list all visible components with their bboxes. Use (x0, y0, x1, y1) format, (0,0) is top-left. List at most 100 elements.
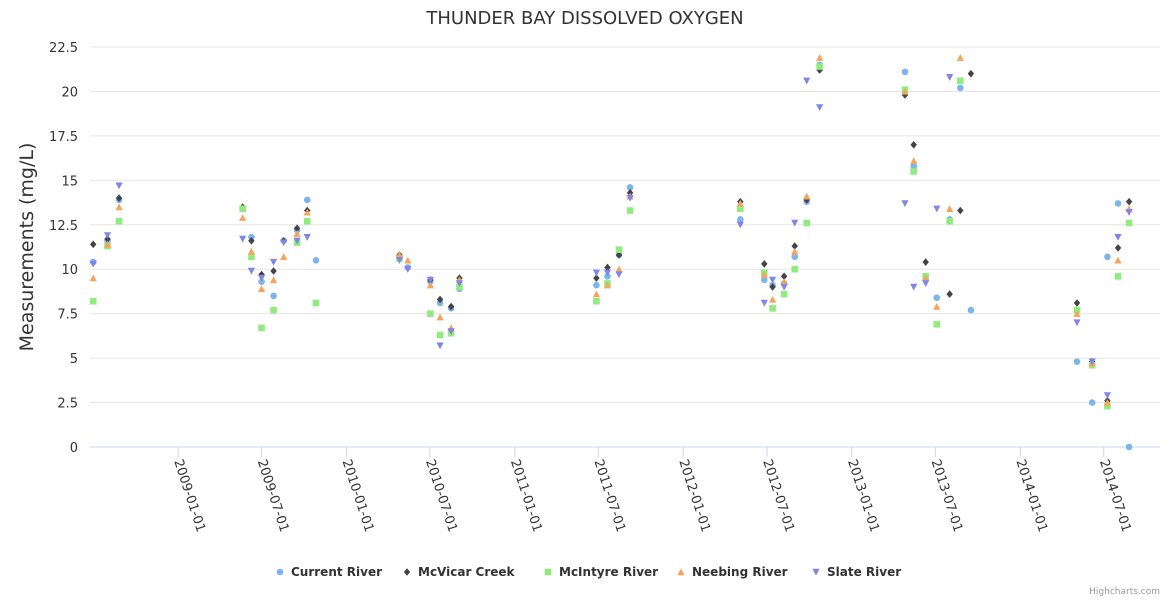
data-point[interactable] (103, 240, 112, 248)
data-point[interactable] (1114, 256, 1122, 264)
data-point[interactable] (293, 230, 301, 237)
data-point[interactable] (791, 219, 799, 227)
data-point[interactable] (1103, 398, 1112, 406)
data-point[interactable] (1073, 358, 1081, 365)
data-point[interactable] (769, 305, 776, 312)
data-point[interactable] (803, 192, 811, 200)
data-point[interactable] (1073, 319, 1081, 327)
data-point[interactable] (760, 270, 768, 278)
data-point[interactable] (436, 342, 444, 350)
data-point[interactable] (933, 321, 941, 328)
data-point[interactable] (1103, 392, 1112, 400)
data-point[interactable] (901, 87, 909, 95)
data-point[interactable] (768, 276, 777, 284)
data-point[interactable] (761, 260, 768, 268)
data-point[interactable] (736, 221, 744, 229)
legend-item-mcintyre-river[interactable]: McIntyre River (544, 565, 658, 579)
data-point[interactable] (436, 295, 444, 304)
data-point[interactable] (593, 281, 600, 289)
data-point[interactable] (922, 258, 929, 266)
data-point[interactable] (603, 281, 612, 289)
data-point[interactable] (89, 274, 97, 282)
data-point[interactable] (447, 302, 455, 311)
data-point[interactable] (626, 184, 634, 191)
data-point[interactable] (933, 205, 941, 213)
data-point[interactable] (115, 194, 123, 202)
data-point[interactable] (791, 247, 799, 255)
data-point[interactable] (89, 297, 97, 305)
data-point[interactable] (933, 294, 941, 301)
data-point[interactable] (247, 247, 256, 255)
data-point[interactable] (615, 265, 623, 273)
data-point[interactable] (769, 283, 776, 291)
data-point[interactable] (803, 77, 811, 85)
data-point[interactable] (1104, 253, 1111, 261)
data-point[interactable] (258, 324, 265, 332)
data-point[interactable] (90, 240, 97, 249)
data-point[interactable] (967, 69, 975, 78)
data-point[interactable] (427, 310, 434, 317)
data-point[interactable] (436, 331, 444, 339)
data-point[interactable] (248, 253, 255, 261)
data-point[interactable] (910, 168, 918, 175)
legend-label[interactable]: Neebing River (692, 565, 788, 579)
data-point[interactable] (1125, 219, 1133, 227)
data-point[interactable] (269, 276, 278, 284)
data-point[interactable] (239, 214, 247, 221)
data-point[interactable] (910, 162, 918, 170)
data-point[interactable] (303, 217, 311, 225)
data-point[interactable] (946, 290, 953, 298)
legend-label[interactable]: Slate River (827, 565, 901, 579)
data-point[interactable] (956, 54, 964, 61)
data-point[interactable] (293, 237, 301, 245)
data-point[interactable] (1114, 244, 1122, 252)
legend-marker[interactable] (677, 568, 685, 576)
data-point[interactable] (737, 216, 744, 223)
data-point[interactable] (270, 292, 277, 300)
data-point[interactable] (791, 253, 799, 261)
legend-marker[interactable] (276, 568, 284, 576)
data-point[interactable] (270, 306, 277, 314)
data-point[interactable] (257, 274, 266, 282)
data-point[interactable] (447, 328, 455, 336)
data-point[interactable] (780, 272, 788, 281)
legend-label[interactable]: McIntyre River (559, 565, 658, 579)
data-point[interactable] (901, 200, 909, 208)
legend-item-neebing-river[interactable]: Neebing River (677, 565, 788, 579)
data-point[interactable] (626, 194, 634, 202)
data-point[interactable] (303, 234, 311, 241)
data-point[interactable] (910, 140, 917, 149)
data-point[interactable] (1125, 209, 1133, 216)
data-point[interactable] (615, 251, 623, 259)
data-point[interactable] (426, 281, 434, 289)
data-point[interactable] (901, 68, 909, 76)
data-point[interactable] (956, 84, 964, 92)
data-point[interactable] (933, 302, 941, 310)
data-point[interactable] (593, 274, 600, 282)
data-point[interactable] (615, 271, 623, 279)
data-point[interactable] (736, 199, 744, 207)
data-point[interactable] (816, 104, 824, 112)
data-point[interactable] (280, 253, 288, 260)
data-point[interactable] (293, 224, 301, 233)
data-point[interactable] (592, 269, 601, 277)
data-point[interactable] (1125, 197, 1133, 206)
data-point[interactable] (1114, 273, 1122, 280)
data-point[interactable] (1104, 402, 1111, 410)
legend-marker[interactable] (403, 568, 411, 576)
legend-marker[interactable] (544, 568, 552, 576)
data-point[interactable] (780, 290, 788, 298)
legend-item-slate-river[interactable]: Slate River (812, 565, 901, 579)
data-point[interactable] (404, 266, 412, 273)
data-point[interactable] (257, 285, 266, 292)
data-point[interactable] (426, 276, 434, 284)
legend-item-current-river[interactable]: Current River (276, 565, 382, 579)
data-point[interactable] (395, 257, 404, 264)
data-point[interactable] (803, 219, 811, 227)
data-point[interactable] (626, 207, 634, 214)
data-point[interactable] (592, 290, 601, 298)
data-point[interactable] (115, 203, 123, 211)
legend-item-mcvicar-creek[interactable]: McVicar Creek (403, 565, 516, 579)
data-point[interactable] (103, 232, 112, 240)
legend-label[interactable]: Current River (291, 565, 382, 579)
